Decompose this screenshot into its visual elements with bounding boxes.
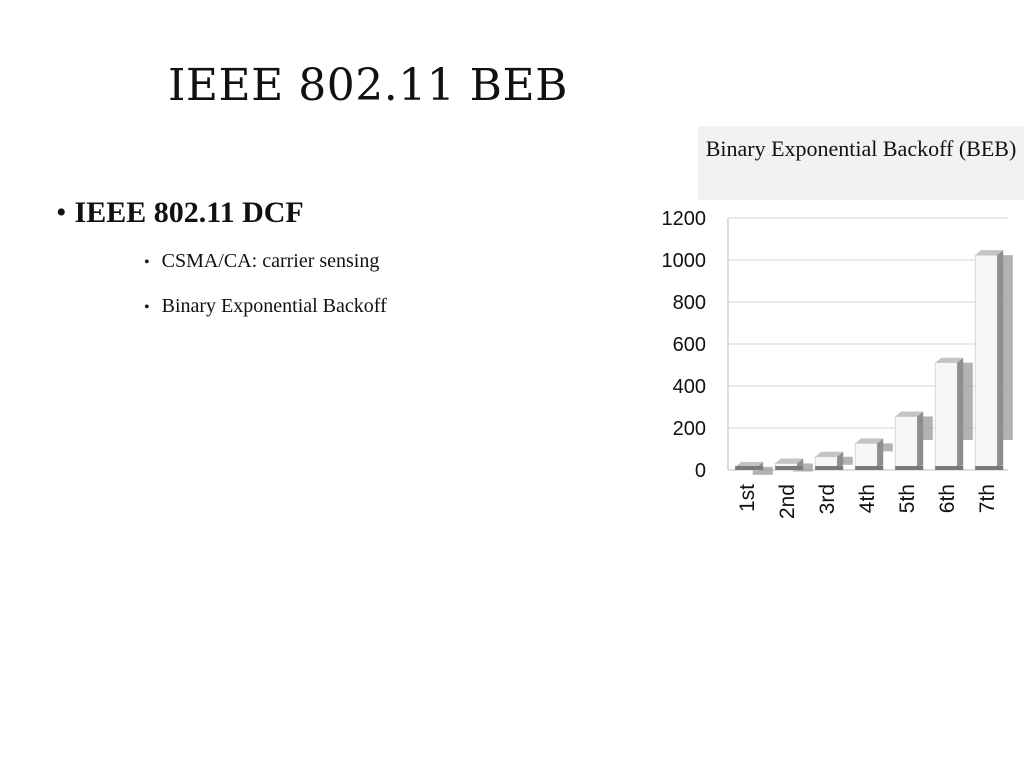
- x-tick-label: 4th: [856, 484, 879, 513]
- bar-top: [815, 451, 844, 457]
- bar-front: [854, 442, 878, 471]
- bullet-glyph: •: [144, 254, 150, 271]
- bar-side: [837, 451, 844, 470]
- bar-top: [895, 411, 924, 417]
- bullet-glyph: •: [144, 299, 150, 316]
- bar-side: [917, 411, 924, 470]
- bar-base: [775, 466, 804, 470]
- bar-base: [855, 466, 884, 470]
- bar-front: [894, 416, 918, 471]
- y-tick-label: 0: [695, 460, 706, 482]
- x-tick-label: 3rd: [816, 484, 839, 514]
- bar-base: [935, 466, 964, 470]
- bar-base: [895, 466, 924, 470]
- bar-top: [735, 461, 764, 467]
- y-tick-label: 400: [673, 376, 706, 398]
- sub-bullet-text: CSMA/CA: carrier sensing: [161, 250, 380, 272]
- bar-top: [975, 250, 1004, 256]
- y-tick-label: 1200: [662, 208, 707, 230]
- bar-base: [815, 466, 844, 470]
- y-tick-label: 800: [673, 292, 706, 314]
- bar-top: [775, 458, 804, 464]
- x-tick-label: 2nd: [776, 484, 799, 519]
- bar-front: [974, 254, 998, 471]
- sub-bullet-list: • CSMA/CA: carrier sensing • Binary Expo…: [144, 250, 616, 318]
- sub-bullet: • Binary Exponential Backoff: [144, 295, 616, 318]
- bar-base: [975, 466, 1004, 470]
- x-tick-label: 5th: [896, 484, 919, 513]
- bullet-glyph: •: [56, 196, 67, 229]
- bar-top: [855, 438, 884, 444]
- bar-side: [957, 357, 964, 470]
- bullet-main: • IEEE 802.11 DCF: [56, 196, 616, 230]
- y-tick-label: 600: [673, 334, 706, 356]
- bar-back: [752, 466, 773, 475]
- y-tick-label: 200: [673, 418, 706, 440]
- sub-bullet: • CSMA/CA: carrier sensing: [144, 250, 616, 273]
- bar-front: [934, 362, 958, 471]
- sub-bullet-text: Binary Exponential Backoff: [161, 295, 387, 317]
- y-tick-label: 1000: [662, 250, 707, 272]
- bullet-main-text: IEEE 802.11 DCF: [74, 196, 304, 229]
- bar-side: [997, 250, 1004, 470]
- x-tick-label: 6th: [936, 484, 959, 513]
- bar-top: [935, 357, 964, 363]
- chart-title: Binary Exponential Backoff (BEB): [698, 126, 1024, 200]
- bar-side: [877, 438, 884, 470]
- x-tick-label: 1st: [736, 484, 759, 512]
- slide-title: IEEE 802.11 BEB: [168, 60, 568, 111]
- bullet-list: • IEEE 802.11 DCF • CSMA/CA: carrier sen…: [56, 196, 616, 340]
- x-tick-label: 7th: [976, 484, 999, 513]
- bar-base: [735, 466, 764, 470]
